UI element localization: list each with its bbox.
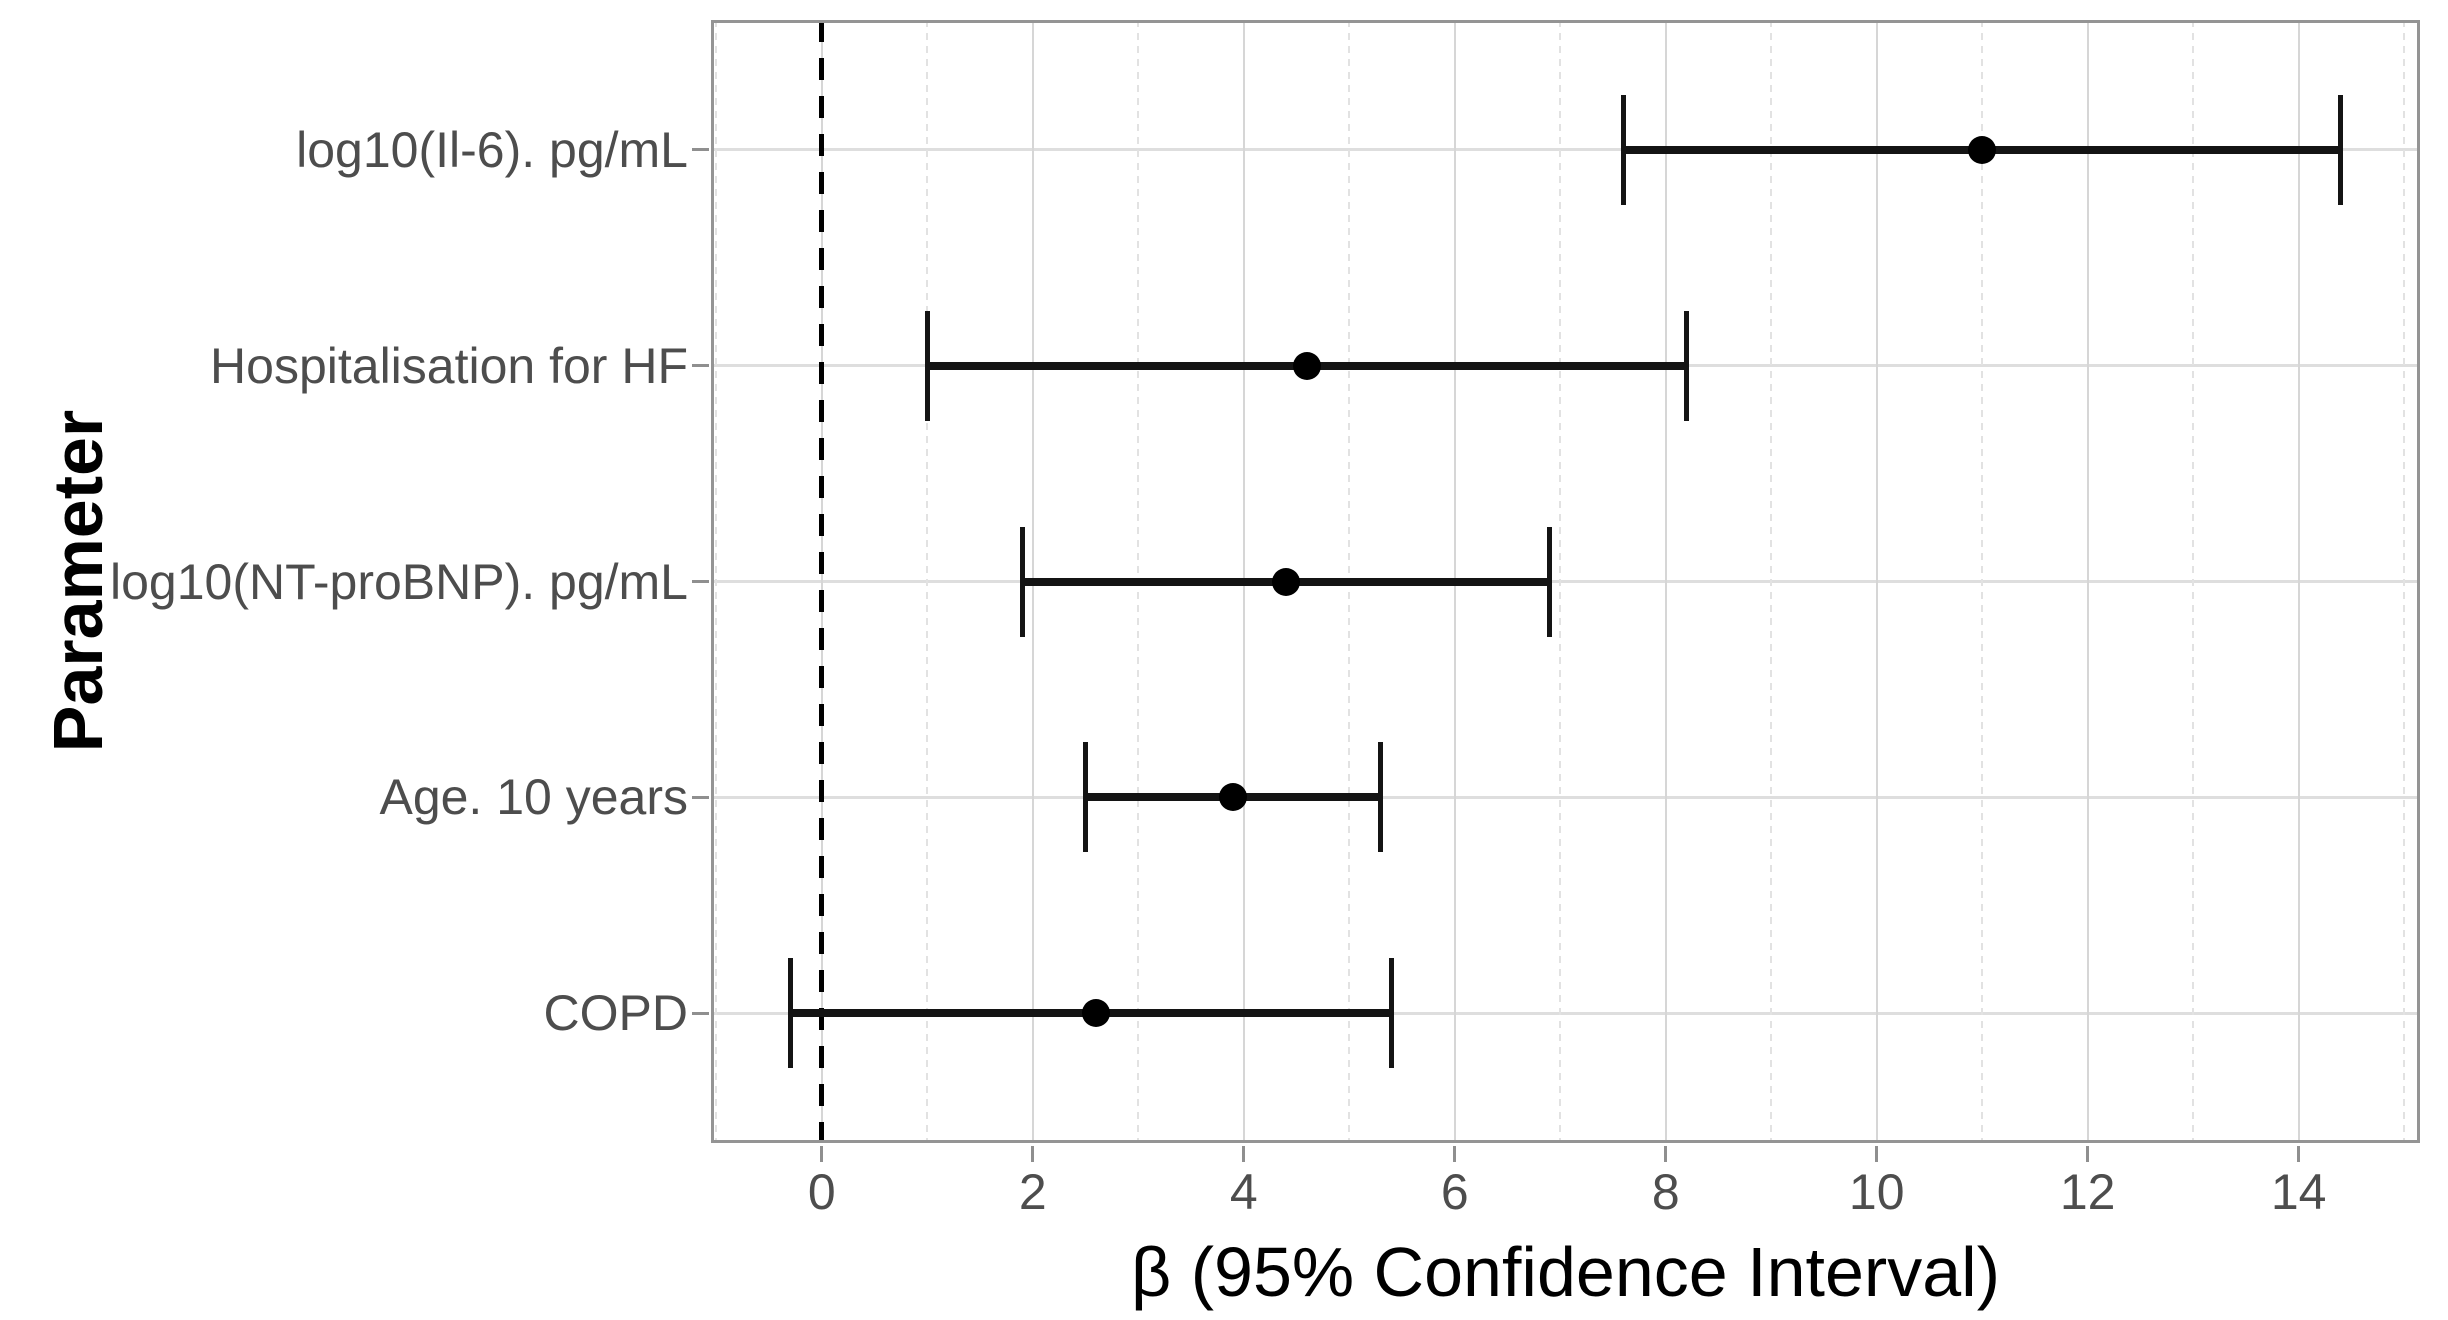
confidence-interval-cap-right (2338, 94, 2344, 205)
plot-panel-border (711, 20, 2420, 1143)
confidence-interval-cap-left (1621, 94, 1627, 205)
x-axis-tick-mark (1453, 1146, 1457, 1162)
vertical-gridline-minor (2403, 20, 2406, 1143)
vertical-gridline-minor (1770, 20, 1773, 1143)
x-axis-tick-label: 10 (1848, 1164, 1905, 1220)
x-axis-tick-label: 4 (1229, 1164, 1258, 1220)
x-axis-tick-mark (2086, 1146, 2090, 1162)
x-axis-tick-mark (1664, 1146, 1668, 1162)
horizontal-gridline (711, 580, 2420, 583)
vertical-gridline-minor (715, 20, 718, 1143)
y-category-label: log10(NT-proBNP). pg/mL (109, 553, 688, 610)
x-axis-tick-label: 14 (2270, 1164, 2327, 1220)
y-category-label: log10(Il-6). pg/mL (296, 121, 688, 178)
horizontal-gridline (711, 148, 2420, 152)
vertical-gridline-major (1875, 20, 1878, 1143)
point-estimate (1271, 567, 1300, 596)
horizontal-gridline (711, 1011, 2420, 1015)
confidence-interval-cap-left (1019, 526, 1025, 637)
vertical-gridline-minor (1981, 20, 1984, 1143)
x-axis-tick-label: 0 (807, 1164, 836, 1220)
confidence-interval-cap-right (1547, 526, 1553, 637)
y-category-label: COPD (543, 985, 688, 1042)
vertical-gridline-major (1664, 20, 1667, 1143)
x-axis-tick-mark (1031, 1146, 1035, 1162)
point-estimate (1219, 783, 1248, 812)
x-axis-tick-label: 8 (1651, 1164, 1680, 1220)
zero-reference-line (819, 20, 825, 1143)
vertical-gridline-major (2086, 20, 2089, 1143)
y-category-label: Age. 10 years (379, 769, 688, 826)
y-axis-tick-mark (692, 148, 709, 152)
x-axis-tick-mark (820, 1146, 824, 1162)
vertical-gridline-minor (926, 20, 929, 1143)
y-axis-tick-mark (692, 1011, 709, 1015)
x-axis-tick-mark (1875, 1146, 1879, 1162)
confidence-interval-cap-left (924, 310, 930, 421)
confidence-interval-cap-right (1378, 742, 1384, 853)
vertical-gridline-minor (2192, 20, 2195, 1143)
confidence-interval-cap-right (1684, 310, 1690, 421)
vertical-gridline-major (2297, 20, 2300, 1143)
point-estimate (1968, 135, 1997, 164)
x-axis-tick-mark (1242, 1146, 1246, 1162)
horizontal-gridline (711, 795, 2420, 799)
x-axis-tick-mark (2297, 1146, 2301, 1162)
point-estimate (1082, 999, 1111, 1028)
confidence-interval-cap-left (787, 958, 793, 1069)
x-axis-tick-label: 2 (1018, 1164, 1047, 1220)
y-axis-tick-mark (692, 580, 709, 583)
confidence-interval-cap-left (1083, 742, 1088, 853)
x-axis-title: β (95% Confidence Interval) (1130, 1233, 2001, 1311)
vertical-gridline-minor (1559, 20, 1562, 1143)
point-estimate (1293, 351, 1322, 380)
x-axis-tick-label: 6 (1440, 1164, 1469, 1220)
y-axis-tick-mark (692, 364, 709, 368)
y-category-label: Hospitalisation for HF (210, 337, 688, 394)
confidence-interval-cap-right (1388, 958, 1394, 1069)
y-axis-tick-mark (692, 795, 709, 799)
x-axis-tick-label: 12 (2059, 1164, 2116, 1220)
